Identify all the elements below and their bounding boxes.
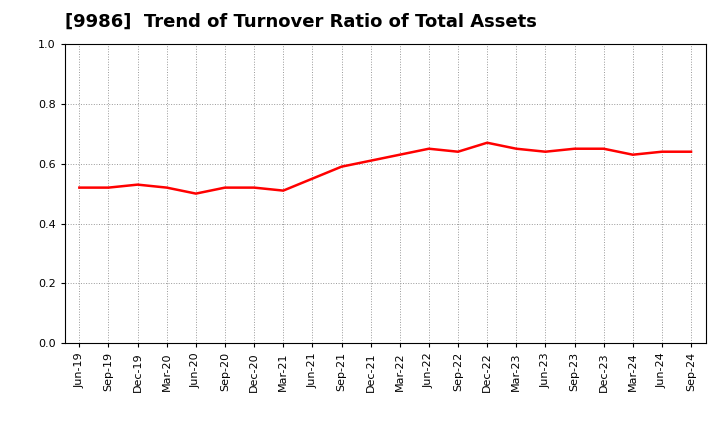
Text: [9986]  Trend of Turnover Ratio of Total Assets: [9986] Trend of Turnover Ratio of Total … [65,13,536,31]
